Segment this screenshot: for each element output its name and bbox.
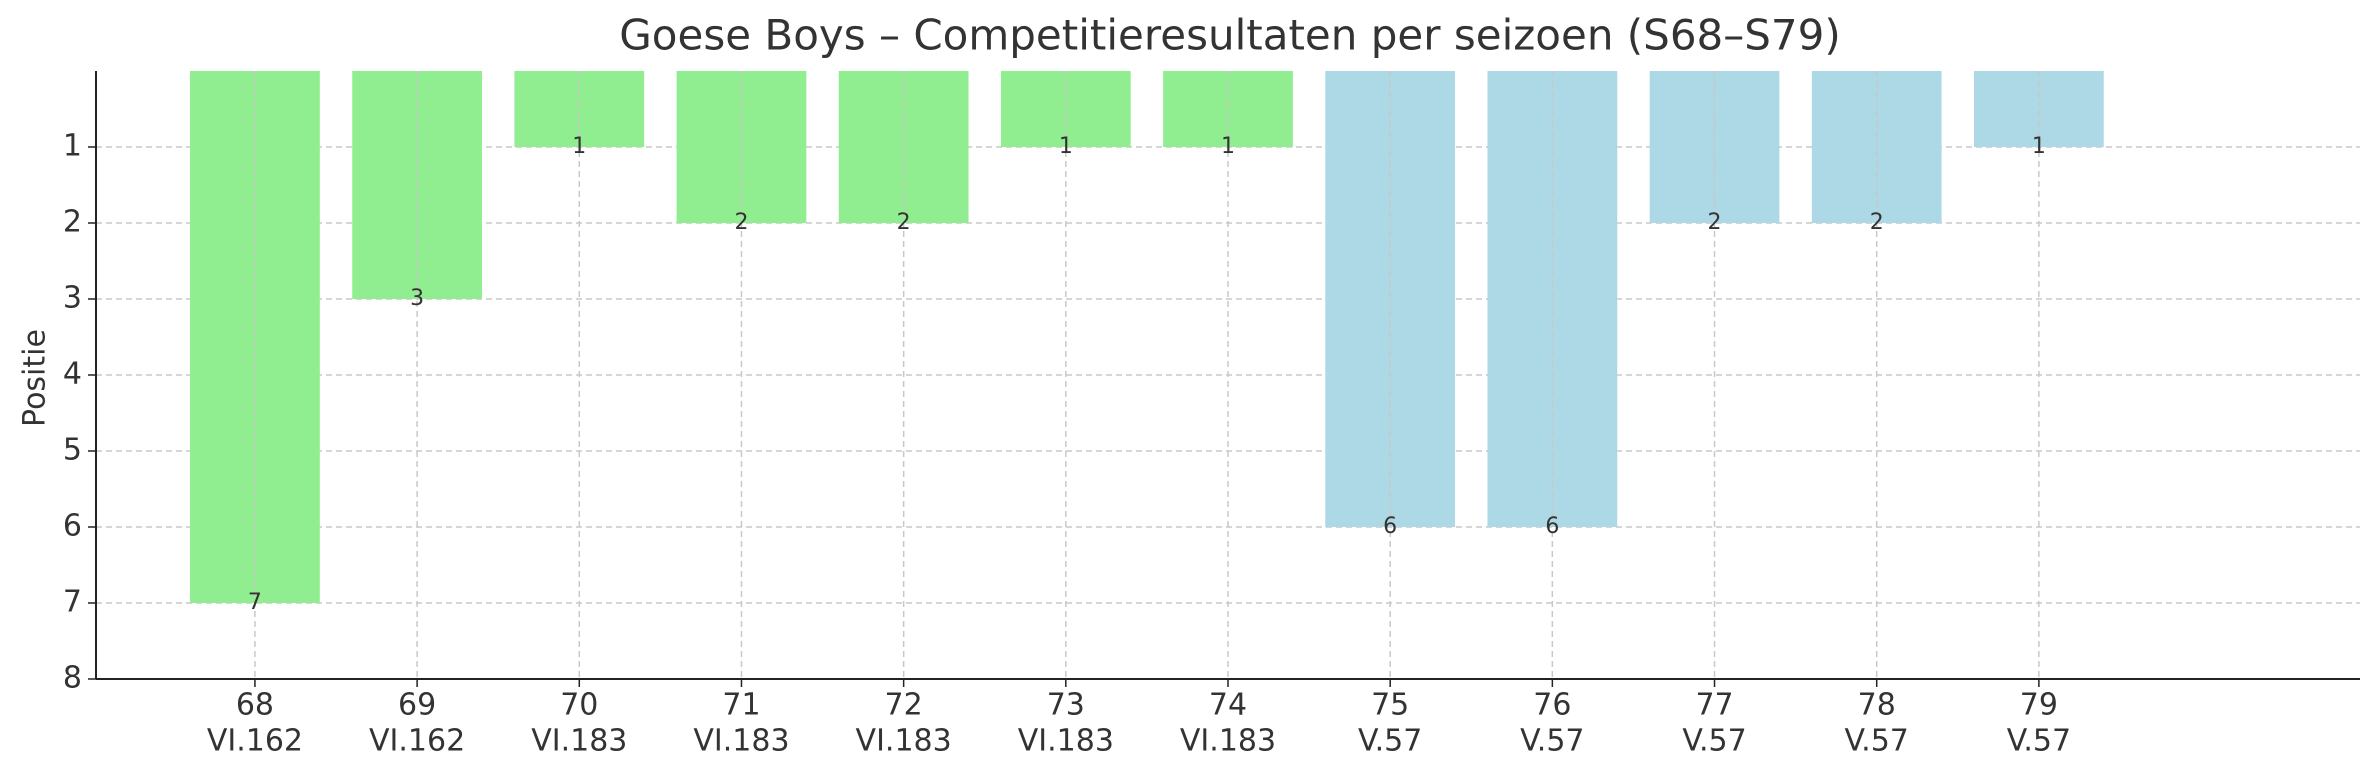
- x-tick-sublabel: V.57: [1682, 724, 1746, 759]
- x-tick-sublabel: V.57: [2007, 724, 2071, 759]
- x-tick-sublabel: V.57: [1358, 724, 1422, 759]
- y-tick-label: 5: [63, 433, 82, 468]
- y-tick-label: 8: [63, 661, 82, 696]
- bar: [1487, 71, 1618, 527]
- y-tick-label: 3: [63, 281, 82, 316]
- x-tick-sublabel: VI.162: [369, 724, 465, 759]
- x-tick-sublabel: VI.183: [531, 724, 627, 759]
- value-label: 3: [410, 286, 424, 311]
- value-label: 2: [897, 210, 911, 235]
- x-tick-label: 73: [1047, 688, 1085, 723]
- x-tick-sublabel: VI.183: [1018, 724, 1114, 759]
- chart-title: Goese Boys – Competitieresultaten per se…: [619, 11, 1841, 60]
- x-tick-sublabel: VI.183: [856, 724, 952, 759]
- x-tick-label: 69: [398, 688, 436, 723]
- x-tick-sublabel: VI.162: [207, 724, 303, 759]
- value-label: 1: [572, 134, 586, 159]
- bar: [1325, 71, 1456, 527]
- value-label: 2: [734, 210, 748, 235]
- x-tick-sublabel: V.57: [1520, 724, 1584, 759]
- x-tick-label: 77: [1695, 688, 1733, 723]
- value-label: 1: [1221, 134, 1235, 159]
- y-tick-label: 6: [63, 509, 82, 544]
- value-label: 7: [248, 590, 262, 615]
- value-label: 1: [1059, 134, 1073, 159]
- y-tick-label: 2: [63, 205, 82, 240]
- value-label: 2: [1870, 210, 1884, 235]
- x-tick-label: 68: [236, 688, 274, 723]
- x-tick-label: 78: [1858, 688, 1896, 723]
- x-tick-sublabel: VI.183: [1180, 724, 1276, 759]
- value-label: 1: [2032, 134, 2046, 159]
- x-tick-label: 75: [1371, 688, 1409, 723]
- value-label: 2: [1708, 210, 1722, 235]
- x-tick-label: 72: [885, 688, 923, 723]
- x-tick-sublabel: VI.183: [693, 724, 789, 759]
- x-tick-label: 70: [560, 688, 598, 723]
- y-tick-label: 7: [63, 585, 82, 620]
- value-label: 6: [1383, 514, 1397, 539]
- value-label: 6: [1545, 514, 1559, 539]
- x-tick-label: 74: [1209, 688, 1247, 723]
- y-tick-label: 4: [63, 357, 82, 392]
- y-tick-label: 1: [63, 129, 82, 164]
- x-tick-label: 76: [1533, 688, 1571, 723]
- x-tick-label: 71: [722, 688, 760, 723]
- x-tick-sublabel: V.57: [1845, 724, 1909, 759]
- y-axis-label: Positie: [18, 329, 53, 427]
- x-tick-label: 79: [2020, 688, 2058, 723]
